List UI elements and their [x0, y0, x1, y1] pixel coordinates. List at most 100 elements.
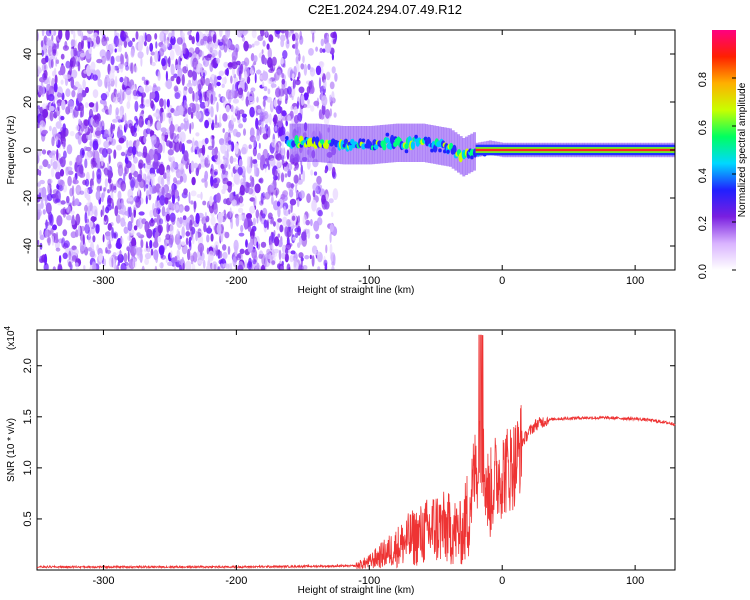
- spectrogram-speckle: [273, 114, 278, 125]
- spectrogram-speckle: [185, 231, 191, 237]
- spectrogram-speckle: [135, 90, 141, 97]
- spectrogram-speckle: [99, 49, 107, 58]
- spectrogram-speckle: [232, 98, 239, 104]
- spectrogram-speckle: [70, 30, 74, 35]
- spectrogram-speckle: [55, 59, 60, 64]
- spectrogram-speckle: [306, 86, 311, 94]
- spectrogram-speckle: [96, 58, 103, 64]
- spectrogram-speckle: [155, 254, 159, 264]
- spectrogram-speckle: [74, 81, 80, 88]
- spectrogram-speckle: [49, 125, 52, 132]
- spectrogram-y-tick-label: 0: [22, 147, 34, 153]
- spectrogram-speckle: [75, 124, 80, 131]
- spectrogram-speckle: [40, 81, 44, 87]
- spectrogram-speckle: [210, 94, 214, 105]
- spectrogram-speckle: [150, 136, 157, 141]
- spectrogram-speckle: [284, 173, 288, 178]
- spectrogram-speckle: [44, 221, 51, 226]
- spectrogram-speckle: [281, 116, 287, 121]
- spectrogram-speckle: [130, 125, 134, 134]
- spectrogram-speckle: [243, 40, 249, 52]
- spectrogram-speckle: [189, 241, 192, 251]
- spectrogram-speckle: [311, 199, 317, 212]
- spectrogram-speckle: [37, 209, 43, 217]
- spectrogram-speckle: [186, 139, 193, 144]
- spectrogram-speckle: [271, 232, 275, 244]
- spectrogram-speckle: [92, 157, 95, 163]
- spectrogram-speckle: [52, 266, 56, 270]
- spectrogram-speckle: [332, 188, 339, 201]
- spectrogram-speckle: [146, 228, 153, 239]
- spectrogram-speckle: [70, 210, 75, 215]
- spectrogram-speckle: [203, 61, 206, 66]
- spectrogram-speckle: [90, 226, 95, 235]
- spectrogram-speckle: [165, 70, 168, 82]
- spectrogram-speckle: [259, 177, 264, 184]
- spectrogram-speckle: [179, 206, 183, 214]
- spectrogram-speckle: [238, 195, 244, 204]
- spectrogram-speckle: [159, 98, 164, 108]
- spectrogram-speckle: [146, 171, 152, 184]
- spectrogram-speckle: [154, 50, 159, 63]
- spectrogram-speckle: [174, 141, 180, 153]
- spectrogram-speckle: [267, 163, 271, 171]
- spectrogram-speckle: [274, 71, 280, 81]
- spectrogram-speckle: [233, 191, 236, 197]
- spectrogram-speckle: [221, 77, 228, 85]
- spectrogram-speckle: [274, 125, 278, 132]
- spectrogram-y-tick-label: -20: [22, 190, 34, 206]
- spectrogram-speckle: [92, 263, 97, 270]
- spectrogram-speckle: [267, 57, 273, 68]
- spectrogram-speckle: [166, 98, 170, 108]
- spectrogram-speckle: [198, 163, 202, 170]
- spectrogram-speckle: [105, 168, 108, 177]
- spectrogram-speckle: [87, 205, 91, 217]
- spectrogram-speckle: [210, 135, 213, 144]
- spectrogram-speckle: [164, 40, 170, 48]
- spectrogram-speckle: [317, 266, 321, 270]
- spectrogram-speckle: [183, 99, 187, 107]
- spectrogram-speckle: [136, 125, 140, 132]
- snr-y-ticks: 0.5 1.0 1.5 2.0: [22, 358, 675, 527]
- spectrogram-speckle: [46, 193, 53, 202]
- spectrogram-speckle: [256, 129, 261, 142]
- spectrogram-speckle: [115, 214, 121, 224]
- spectrogram-speckle: [172, 160, 176, 169]
- spectrogram-speckle: [222, 251, 228, 260]
- spectrogram-speckle: [251, 30, 257, 39]
- spectrogram-speckle: [178, 104, 184, 116]
- spectrogram-speckle: [303, 63, 308, 76]
- spectrogram-speckle: [210, 216, 216, 226]
- spectrogram-speckle: [277, 218, 282, 223]
- spectrogram-speckle: [82, 35, 88, 41]
- spectrogram-ridge: [285, 136, 289, 140]
- spectrogram-speckle: [126, 54, 129, 66]
- spectrogram-speckle: [158, 245, 165, 256]
- spectrogram-speckle: [236, 110, 241, 121]
- colorbar-tick-label: 0.8: [697, 72, 709, 87]
- spectrogram-speckle: [128, 172, 132, 180]
- spectrogram-speckle: [138, 252, 144, 261]
- spectrogram-speckle: [104, 50, 112, 62]
- spectrogram-speckle: [179, 168, 185, 178]
- spectrogram-speckle: [328, 198, 334, 204]
- spectrogram-speckle: [165, 213, 171, 222]
- spectrogram-speckle: [141, 76, 146, 81]
- spectrogram-speckle: [315, 233, 320, 240]
- spectrogram-speckle: [272, 175, 278, 181]
- spectrogram-speckle: [136, 151, 143, 157]
- spectrogram-speckle: [92, 74, 98, 81]
- spectrogram-speckle: [192, 236, 195, 245]
- spectrogram-speckle: [291, 215, 296, 221]
- spectrogram-speckle: [86, 216, 89, 226]
- spectrogram-speckle: [190, 200, 194, 205]
- spectrogram-speckle: [228, 128, 234, 134]
- spectrogram-speckle: [232, 83, 235, 95]
- spectrogram-speckle: [81, 149, 85, 156]
- spectrogram-speckle: [141, 94, 144, 107]
- spectrogram-speckle: [66, 195, 70, 204]
- spectrogram-speckle: [201, 144, 206, 156]
- spectrogram-speckle: [133, 225, 138, 231]
- spectrogram-speckle: [142, 89, 145, 94]
- spectrogram-speckle: [69, 160, 73, 166]
